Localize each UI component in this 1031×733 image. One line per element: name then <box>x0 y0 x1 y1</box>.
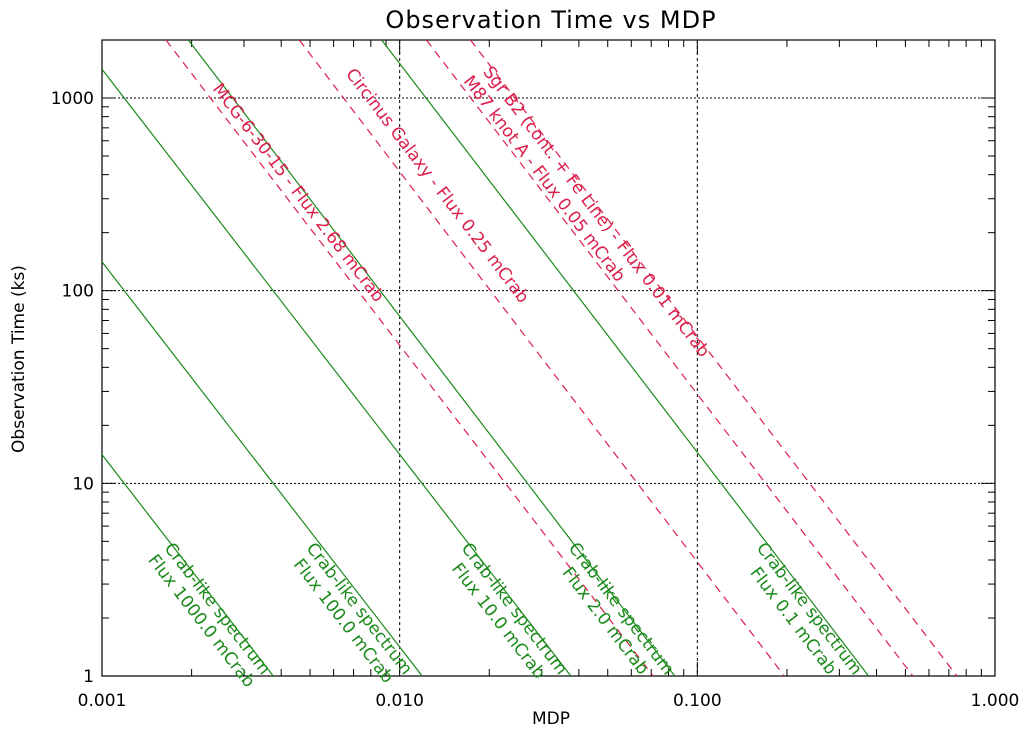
plot-frame <box>101 39 996 677</box>
crab-series-line <box>102 454 274 676</box>
crab-series-line <box>102 261 423 676</box>
x-tick-label: 1.000 <box>971 691 1020 711</box>
x-tick-label: 0.001 <box>78 691 127 711</box>
source-series-line <box>165 40 654 676</box>
y-tick-label: 1000 <box>51 89 94 109</box>
series-lines <box>102 40 958 676</box>
y-tick-label: 1 <box>83 667 94 687</box>
x-tick-label: 0.010 <box>375 691 424 711</box>
series-label-group: MCG-6-30-15 - Flux 2.68 mCrab <box>208 80 388 306</box>
crab-series-line <box>102 68 572 676</box>
crab-series-line <box>381 40 870 676</box>
y-axis-label: Observation Time (ks) <box>9 265 29 453</box>
series-label: MCG-6-30-15 - Flux 2.68 mCrab <box>208 80 388 306</box>
x-axis-label: MDP <box>532 709 570 729</box>
crab-series-line <box>187 40 676 676</box>
plot-area: 0.001 0.010 0.100 1.000 1 10 100 1000 Crab-like … <box>51 39 1020 711</box>
x-tick-label: 0.100 <box>673 691 722 711</box>
source-series-line <box>470 40 958 676</box>
source-series-line <box>298 40 785 676</box>
y-tick-label: 10 <box>72 474 94 494</box>
y-tick-label: 100 <box>62 282 94 302</box>
source-series-line <box>425 40 914 676</box>
chart-title: Observation Time vs MDP <box>385 6 716 34</box>
